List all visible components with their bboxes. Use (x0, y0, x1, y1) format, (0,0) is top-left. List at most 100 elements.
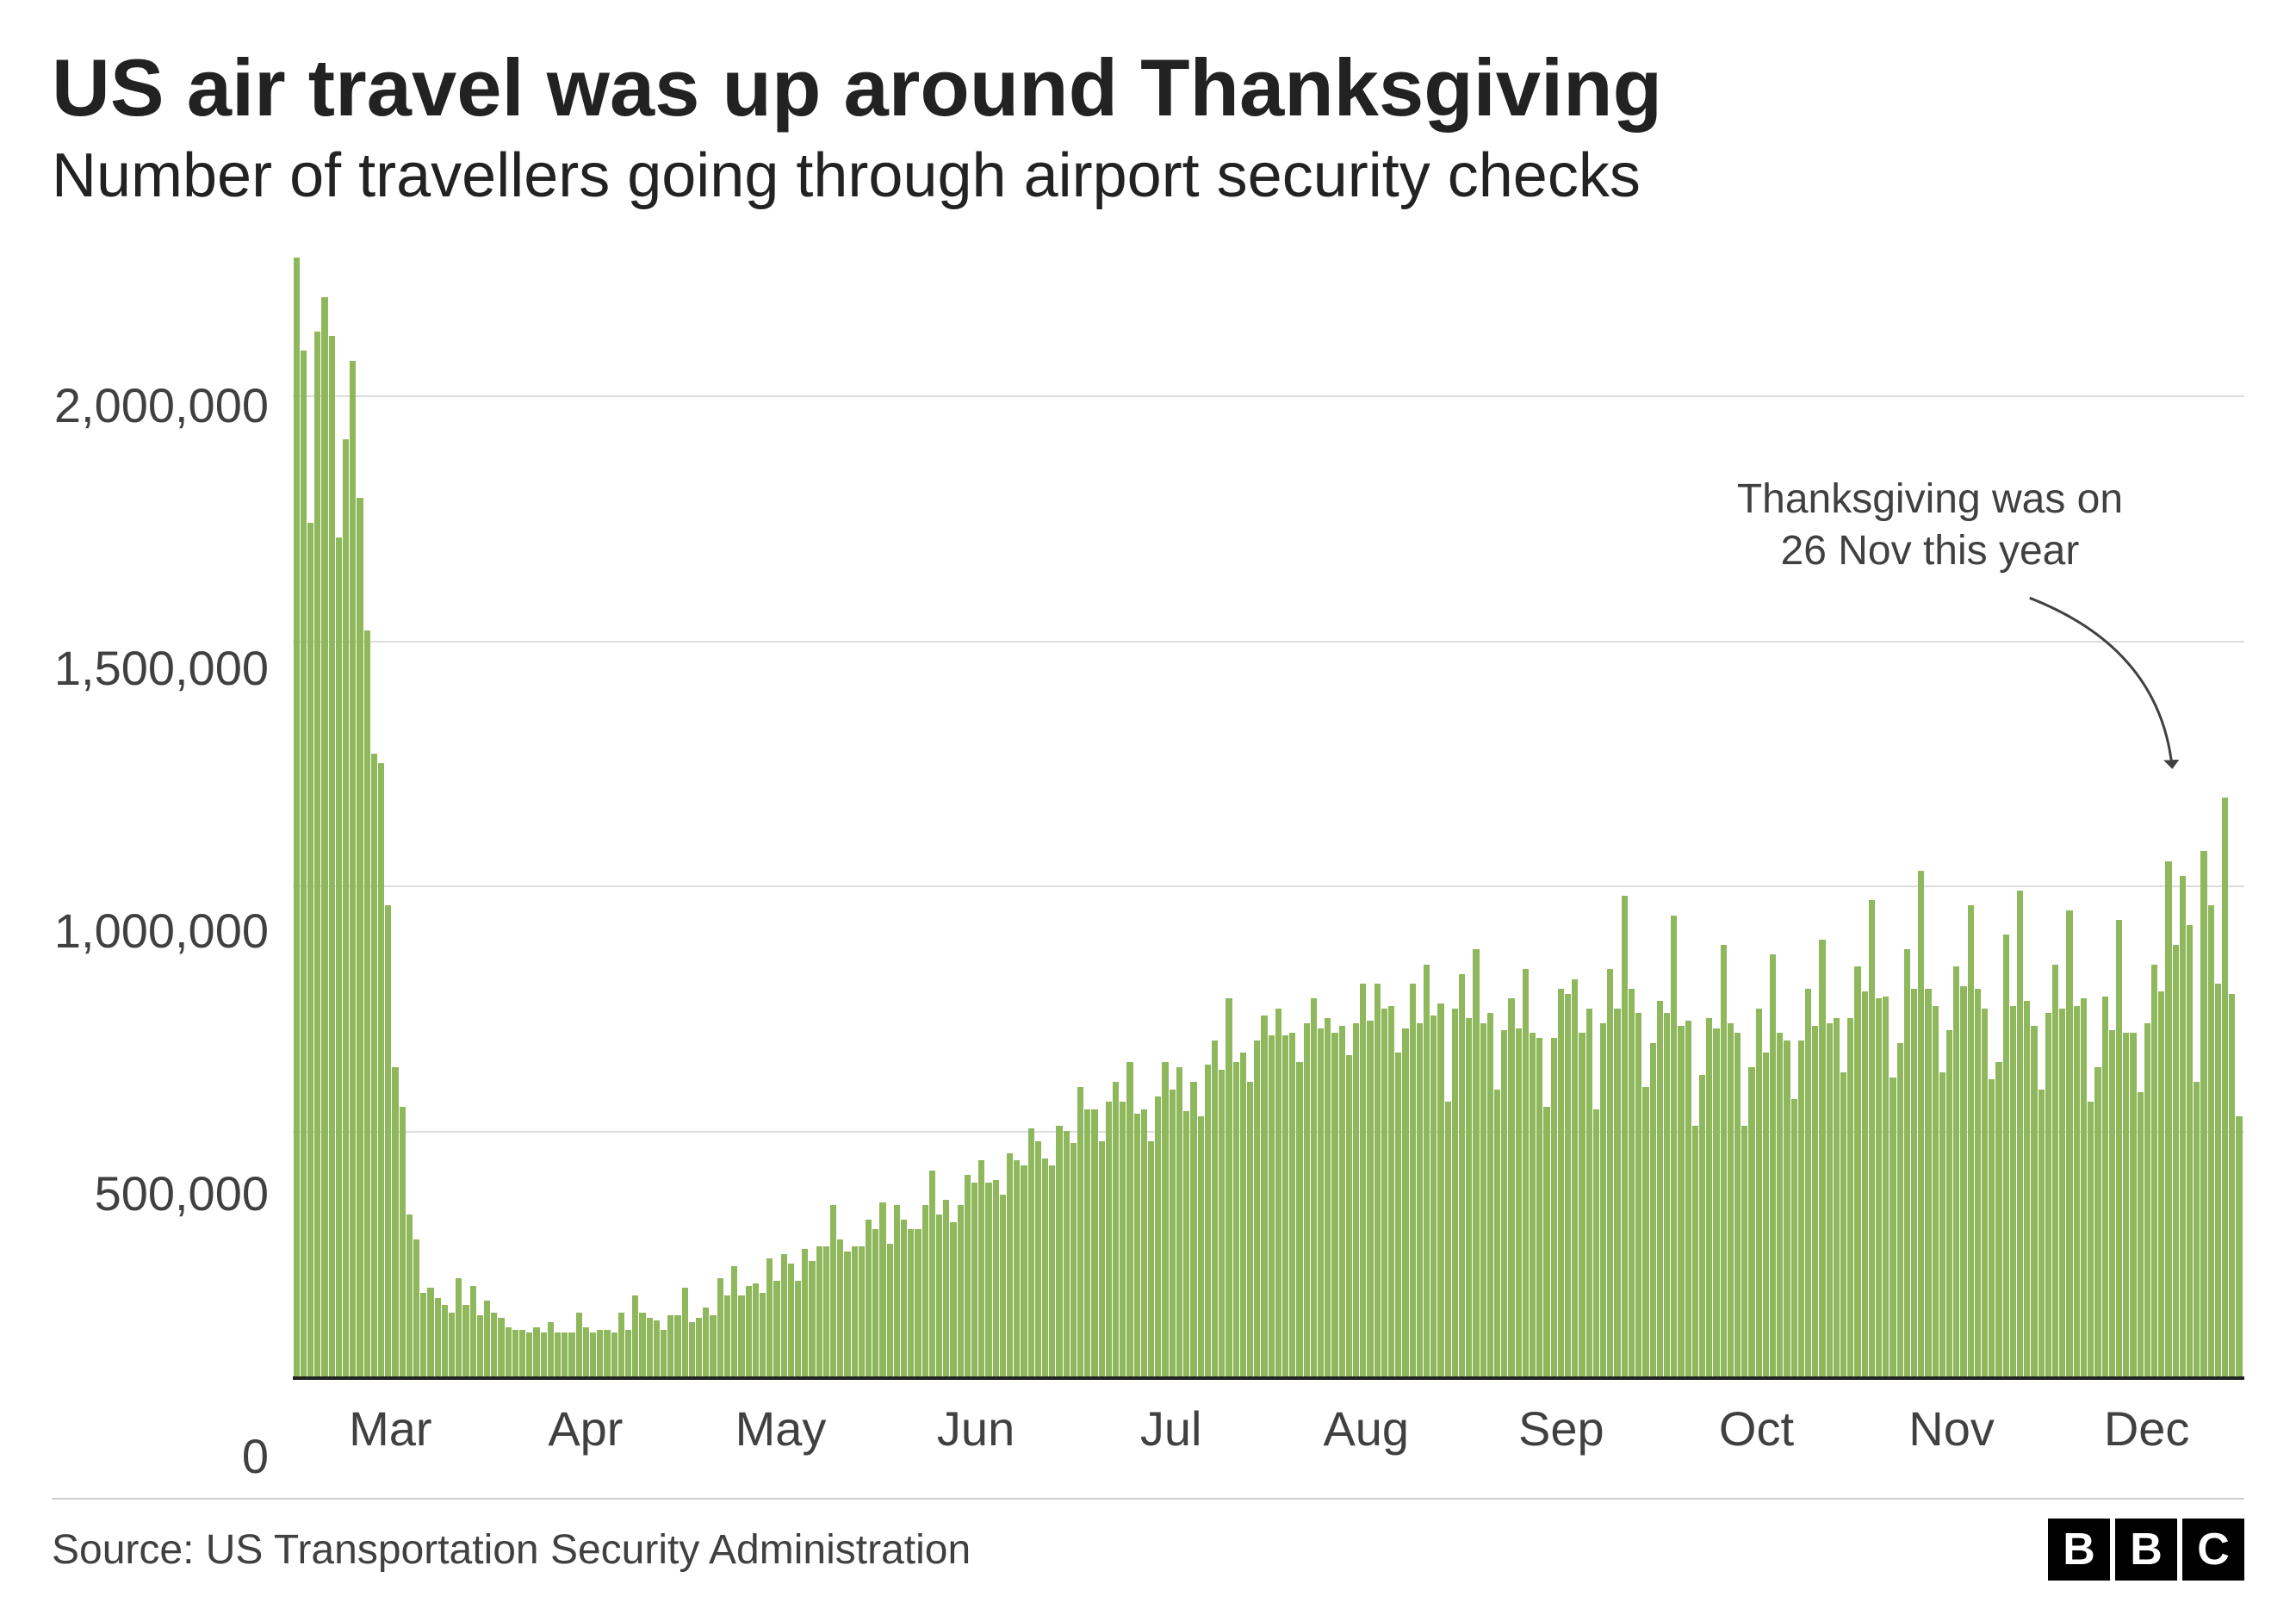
bar (1791, 1099, 1797, 1376)
bar (795, 1281, 801, 1376)
bar (1183, 1111, 1189, 1376)
bar (512, 1330, 518, 1376)
bar (647, 1318, 653, 1376)
bar (329, 336, 335, 1376)
bar (908, 1229, 914, 1376)
x-tick-label: Jul (1073, 1401, 1269, 1457)
bar (1516, 1028, 1522, 1376)
bar (1162, 1062, 1168, 1376)
bar (2130, 1033, 2136, 1376)
bar (802, 1249, 808, 1376)
bar (462, 1305, 469, 1376)
bar (336, 537, 342, 1376)
bar (1219, 1070, 1225, 1376)
bar (548, 1322, 554, 1376)
x-tick-label: Aug (1269, 1401, 1464, 1457)
bar (541, 1332, 547, 1376)
bar (625, 1330, 631, 1376)
bar (506, 1327, 512, 1376)
y-tick-label: 2,000,000 (54, 382, 269, 430)
bar (1982, 1009, 1988, 1376)
bar (400, 1107, 406, 1376)
bar (456, 1278, 462, 1376)
bar (1629, 989, 1635, 1376)
bbc-logo-box: B (2048, 1519, 2110, 1581)
bar (1925, 989, 1931, 1376)
bar (929, 1171, 935, 1376)
bar (1763, 1053, 1769, 1376)
bar (449, 1313, 455, 1376)
bar (1883, 997, 1889, 1376)
bar (823, 1246, 829, 1376)
bar (1417, 1023, 1423, 1376)
bar (1233, 1062, 1239, 1376)
bar (1049, 1165, 1055, 1376)
bar (1141, 1109, 1147, 1376)
bar (1692, 1126, 1698, 1376)
x-tick-label: Apr (488, 1401, 684, 1457)
bar (1367, 1021, 1373, 1376)
chart-title: US air travel was up around Thanksgiving (52, 43, 2244, 132)
bar (2200, 851, 2206, 1376)
bar (1650, 1043, 1656, 1376)
bar (1876, 998, 1882, 1376)
bar (350, 361, 356, 1376)
bar (321, 297, 327, 1376)
bar (1728, 1023, 1734, 1376)
bar (435, 1298, 441, 1376)
bar (1953, 966, 1959, 1376)
bar (1021, 1165, 1027, 1376)
x-tick-label: Dec (2049, 1401, 2244, 1457)
bar (555, 1332, 561, 1376)
bar (738, 1295, 744, 1376)
bar (2123, 1033, 2129, 1376)
bar (1508, 998, 1514, 1376)
bar (2045, 1013, 2051, 1376)
bar (1642, 1087, 1648, 1376)
bar (2165, 861, 2171, 1376)
bar (1918, 871, 1924, 1376)
bar (1170, 1090, 1176, 1376)
bar (1854, 966, 1860, 1376)
bar (632, 1295, 638, 1376)
bar (1304, 1023, 1310, 1376)
bar (2038, 1090, 2045, 1376)
bar (1176, 1067, 1182, 1376)
bar (1113, 1082, 1119, 1376)
bar (427, 1288, 433, 1376)
bar (859, 1246, 865, 1376)
bar (2144, 1023, 2150, 1376)
bar (1622, 896, 1628, 1376)
bar (568, 1332, 574, 1376)
bar (1466, 1018, 1472, 1376)
bar (562, 1332, 568, 1376)
bar (1099, 1141, 1105, 1376)
bar (1721, 945, 1727, 1376)
bar (1240, 1053, 1246, 1376)
x-tick-label: Oct (1659, 1401, 1854, 1457)
bar (936, 1214, 942, 1376)
bar (2180, 876, 2186, 1376)
bar (1331, 1033, 1337, 1376)
bar (1042, 1158, 1048, 1376)
x-tick-label: Jun (878, 1401, 1074, 1457)
bar (1784, 1040, 1790, 1376)
bar (2081, 998, 2087, 1376)
bar (710, 1315, 716, 1376)
bar (667, 1315, 673, 1376)
bar (1473, 949, 1479, 1376)
bar (1353, 1023, 1359, 1376)
bar (1494, 1090, 1500, 1376)
bar (1657, 1001, 1663, 1376)
bar (1487, 1013, 1493, 1376)
bar (2138, 1092, 2144, 1376)
bar (2158, 991, 2164, 1376)
bar (1989, 1079, 1995, 1376)
bar (1536, 1038, 1542, 1376)
bar (731, 1266, 737, 1376)
bar (1600, 1023, 1606, 1376)
bar (357, 498, 363, 1376)
bar (958, 1205, 964, 1376)
bbc-logo-box: C (2182, 1519, 2244, 1581)
bar (1275, 1009, 1281, 1376)
